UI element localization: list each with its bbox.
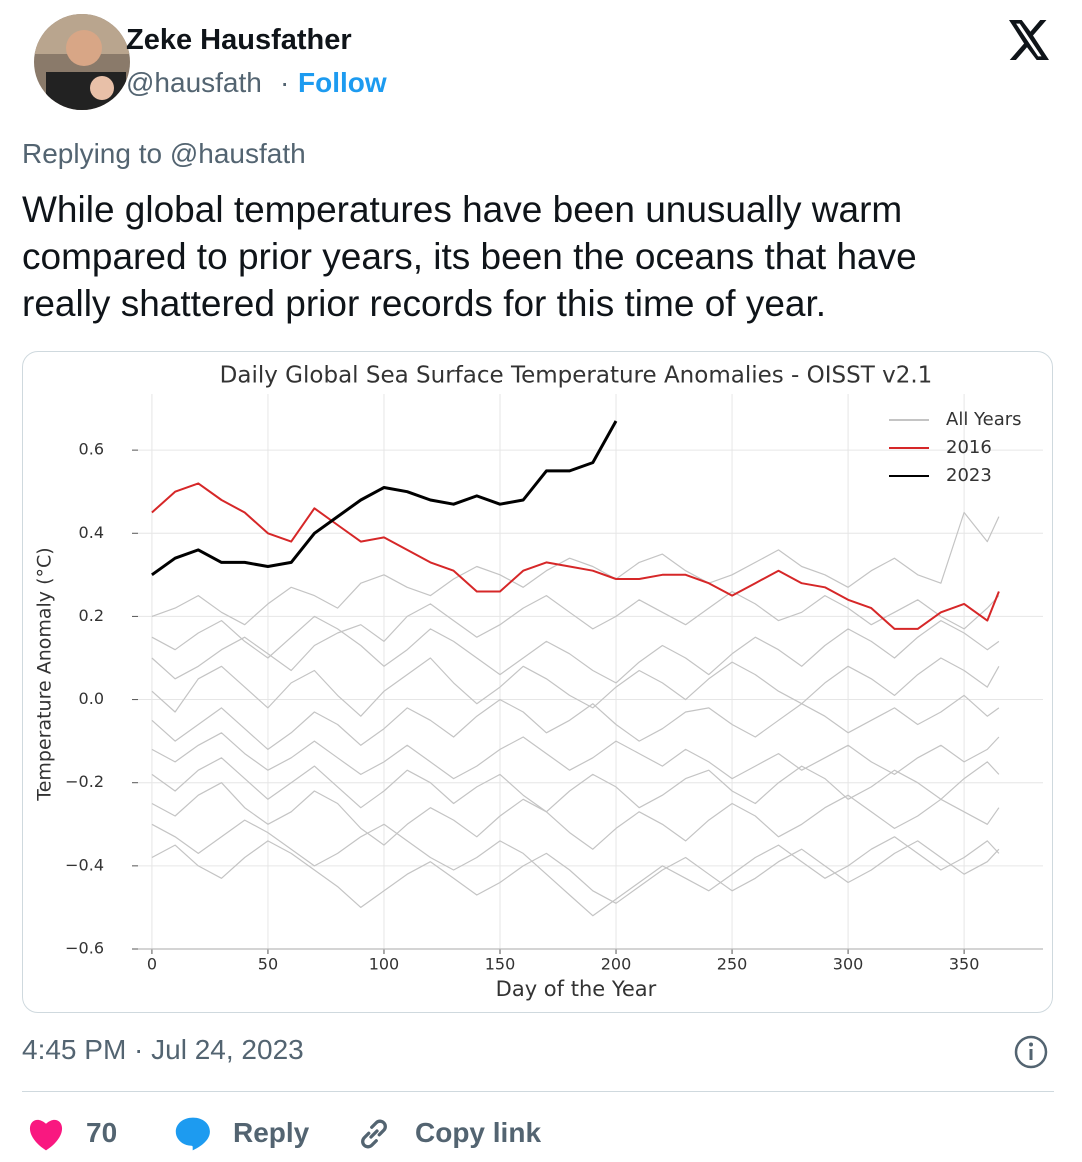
y-axis-label: Temperature Anomaly (°C) xyxy=(34,547,56,801)
series-line xyxy=(151,732,1000,780)
series-line xyxy=(151,840,1000,908)
avatar[interactable] xyxy=(34,14,130,110)
author-name[interactable]: Zeke Hausfather xyxy=(126,24,352,56)
legend-label: 2016 xyxy=(946,437,992,458)
legend-label: 2023 xyxy=(946,465,992,486)
reply-button[interactable]: Reply xyxy=(233,1117,310,1148)
legend-label: All Years xyxy=(946,409,1022,430)
series-line xyxy=(151,694,1000,750)
x-axis-label: Day of the Year xyxy=(496,977,657,1001)
series-line xyxy=(151,511,1000,626)
divider xyxy=(22,1091,1054,1092)
timestamp[interactable]: 4:45 PM · Jul 24, 2023 xyxy=(22,1034,304,1065)
x-tick-label: 350 xyxy=(949,955,980,974)
author-handle[interactable]: @hausfath xyxy=(126,67,262,98)
y-tick-label: −0.2 xyxy=(65,772,104,791)
y-tick-label: −0.6 xyxy=(65,939,104,958)
series-line xyxy=(151,615,1000,684)
tweet-line: While global temperatures have been unus… xyxy=(22,189,903,230)
y-tick-label: −0.4 xyxy=(65,855,104,874)
tweet-text: While global temperatures have been unus… xyxy=(22,186,917,327)
x-tick-label: 0 xyxy=(147,955,157,974)
series-line xyxy=(151,782,1000,850)
copy-link-button[interactable]: Copy link xyxy=(415,1117,542,1148)
series-line xyxy=(151,819,1000,917)
x-tick-label: 50 xyxy=(258,955,278,974)
media-card[interactable]: Daily Global Sea Surface Temperature Ano… xyxy=(22,351,1053,1013)
x-tick-label: 200 xyxy=(601,955,632,974)
x-tick-label: 150 xyxy=(485,955,516,974)
series-line xyxy=(151,420,618,577)
chart-title: Daily Global Sea Surface Temperature Ano… xyxy=(220,363,933,389)
series-line xyxy=(151,482,1000,630)
x-tick-label: 300 xyxy=(833,955,864,974)
y-tick-label: 0.2 xyxy=(79,606,104,625)
info-icon[interactable] xyxy=(1013,1034,1049,1070)
like-count[interactable]: 70 xyxy=(86,1117,118,1148)
like-icon[interactable] xyxy=(27,1117,65,1151)
series-line xyxy=(151,757,1000,813)
separator: · xyxy=(280,67,290,98)
tweet-line: compared to prior years, its been the oc… xyxy=(22,236,917,277)
y-tick-label: 0.0 xyxy=(79,689,104,708)
reply-context: Replying to @hausfath xyxy=(22,138,306,169)
tweet-line: really shattered prior records for this … xyxy=(22,283,827,324)
chart: Daily Global Sea Surface Temperature Ano… xyxy=(34,363,1043,1001)
link-icon[interactable] xyxy=(356,1116,392,1152)
follow-button[interactable]: Follow xyxy=(298,67,387,98)
x-tick-label: 100 xyxy=(369,955,400,974)
reply-icon[interactable] xyxy=(174,1116,212,1152)
y-tick-label: 0.4 xyxy=(79,523,104,542)
x-tick-label: 250 xyxy=(717,955,748,974)
x-logo[interactable] xyxy=(1007,20,1051,60)
series-line xyxy=(151,590,1000,680)
y-tick-label: 0.6 xyxy=(79,440,104,459)
series-line xyxy=(151,657,1000,717)
